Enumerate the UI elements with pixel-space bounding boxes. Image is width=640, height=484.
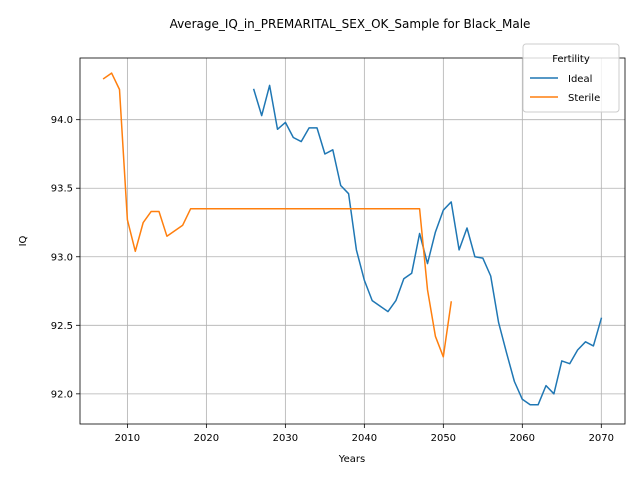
axis-ticks: 2010 2020 2030 2040 2050 2060 2070 92.0 92.5 93.0…: [51, 115, 614, 444]
x-tick-label: 2050: [431, 433, 456, 444]
legend-title: Fertility: [552, 54, 590, 65]
legend-label-ideal: Ideal: [568, 74, 592, 85]
series-line-sterile: [102, 72, 453, 358]
series-line-ideal: [252, 84, 603, 406]
legend-label-sterile: Sterile: [568, 93, 600, 104]
y-tick-label: 93.5: [51, 184, 73, 195]
x-tick-label: 2070: [589, 433, 614, 444]
plot-area-frame: [79, 57, 626, 425]
x-tick-label: 2030: [273, 433, 298, 444]
x-tick-label: 2060: [510, 433, 535, 444]
y-axis-label: IQ: [18, 235, 29, 246]
grid-lines: [80, 58, 625, 424]
y-tick-label: 92.0: [51, 389, 73, 400]
x-axis-label: Years: [338, 454, 365, 465]
y-tick-label: 94.0: [51, 115, 73, 126]
series-lines: [102, 72, 603, 406]
chart-title: Average_IQ_in_PREMARITAL_SEX_OK_Sample f…: [170, 17, 531, 31]
y-tick-label: 93.0: [51, 252, 73, 263]
y-tick-label: 92.5: [51, 321, 73, 332]
x-tick-label: 2020: [194, 433, 219, 444]
x-tick-label: 2040: [352, 433, 377, 444]
legend: Fertility Ideal Sterile: [522, 43, 620, 113]
legend-box: [522, 43, 620, 113]
x-tick-label: 2010: [115, 433, 140, 444]
